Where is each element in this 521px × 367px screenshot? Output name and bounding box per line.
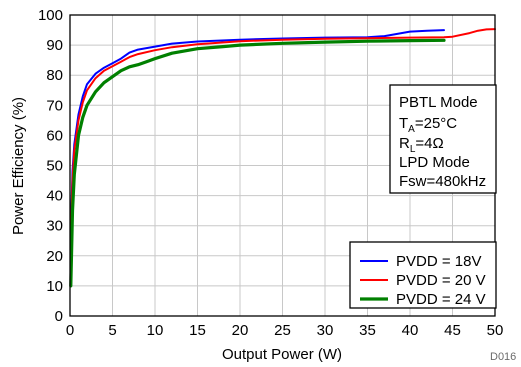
annotation-mode: PBTL Mode: [399, 94, 478, 111]
x-tick-label: 30: [317, 322, 334, 339]
x-tick-label: 15: [189, 322, 206, 339]
annotation-temperature-subscript: A: [408, 124, 415, 135]
y-tick-label: 20: [46, 248, 63, 265]
x-tick-label: 0: [66, 322, 74, 339]
annotation-box: PBTL Mode TA=25°C RL=4Ω LPD Mode Fsw=480…: [389, 84, 497, 194]
series-lines: [69, 28, 496, 288]
y-tick-label: 40: [46, 188, 63, 205]
annotation-load-subscript: L: [410, 144, 416, 155]
x-tick-label: 45: [444, 322, 461, 339]
legend-label-1: PVDD = 18V: [396, 253, 481, 270]
series-line-3: [69, 38, 446, 288]
annotation-temperature-value: =25°C: [415, 115, 457, 132]
y-tick-label: 50: [46, 158, 63, 175]
legend-frame: [349, 241, 497, 309]
y-axis-title: Power Efficiency (%): [10, 97, 27, 235]
y-tick-label: 0: [55, 308, 63, 325]
x-tick-label: 35: [359, 322, 376, 339]
x-tick-label: 5: [108, 322, 116, 339]
annotation-temperature: TA=25°C: [399, 115, 457, 135]
annotation-switching-frequency: Fsw=480kHz: [399, 173, 486, 190]
y-tick-label: 70: [46, 97, 63, 114]
series-line-1: [69, 29, 445, 233]
series-line-2: [69, 28, 496, 242]
annotation-load-symbol: R: [399, 135, 410, 152]
annotation-load: RL=4Ω: [399, 135, 444, 155]
x-axis-title: Output Power (W): [222, 346, 342, 363]
x-tick-label: 40: [402, 322, 419, 339]
figure-id-label: D016: [490, 351, 516, 363]
x-tick-labels: 0 5 10 15 20 25 30 35 40 45 50: [66, 322, 504, 339]
x-tick-label: 20: [232, 322, 249, 339]
annotation-temperature-symbol: T: [399, 115, 408, 132]
y-tick-label: 30: [46, 218, 63, 235]
legend-label-3: PVDD = 24 V: [396, 291, 486, 308]
legend: PVDD = 18V PVDD = 20 V PVDD = 24 V: [349, 241, 497, 309]
legend-label-2: PVDD = 20 V: [396, 272, 486, 289]
x-tick-label: 25: [274, 322, 291, 339]
annotation-load-value: =4Ω: [415, 135, 443, 152]
y-tick-label: 80: [46, 67, 63, 84]
y-tick-label: 100: [38, 7, 63, 24]
y-tick-label: 10: [46, 278, 63, 295]
y-tick-label: 60: [46, 127, 63, 144]
y-tick-label: 90: [46, 37, 63, 54]
legend-entries: PVDD = 18V PVDD = 20 V PVDD = 24 V: [360, 253, 486, 308]
x-tick-label: 50: [487, 322, 504, 339]
annotation-lpd-mode: LPD Mode: [399, 154, 470, 171]
x-tick-label: 10: [147, 322, 164, 339]
annotation-frame: [389, 84, 497, 194]
y-tick-labels: 0 10 20 30 40 50 60 70 80 90 100: [38, 7, 63, 325]
